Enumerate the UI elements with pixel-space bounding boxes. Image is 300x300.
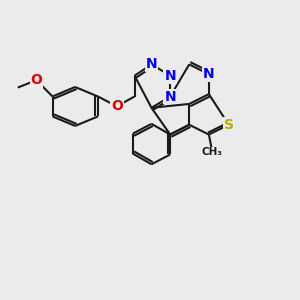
Text: N: N xyxy=(146,57,157,71)
Text: CH₃: CH₃ xyxy=(202,147,223,158)
Text: O: O xyxy=(31,73,42,87)
Text: N: N xyxy=(203,67,215,81)
Text: O: O xyxy=(31,73,42,87)
Text: S: S xyxy=(224,118,234,132)
Text: N: N xyxy=(164,89,176,103)
Text: N: N xyxy=(164,69,176,83)
Text: O: O xyxy=(111,99,123,113)
Text: O: O xyxy=(111,99,123,113)
